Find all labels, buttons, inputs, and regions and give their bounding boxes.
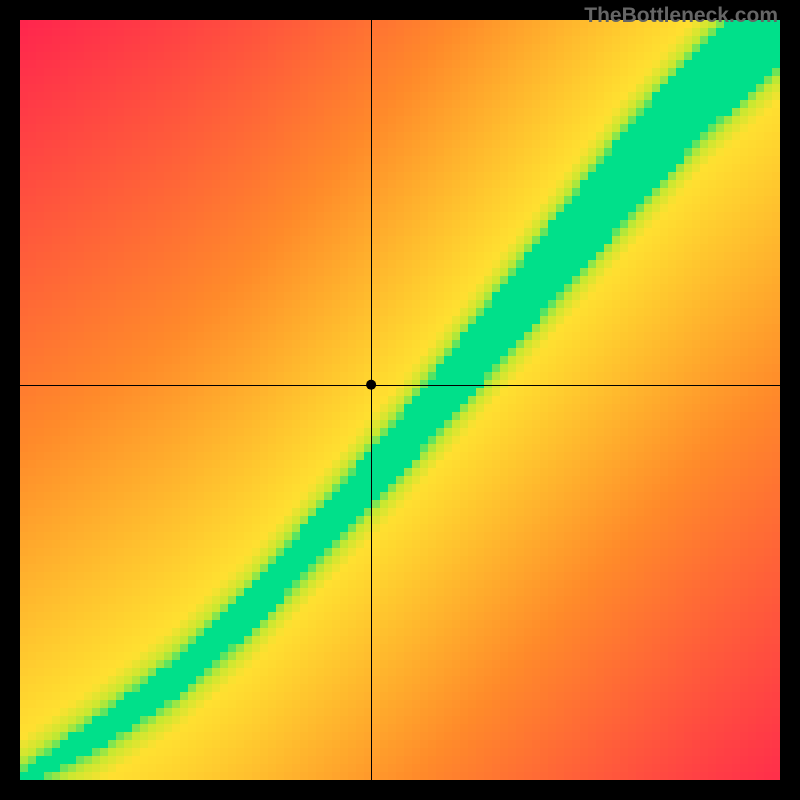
watermark-text: TheBottleneck.com — [584, 4, 778, 28]
bottleneck-heatmap — [0, 0, 800, 800]
